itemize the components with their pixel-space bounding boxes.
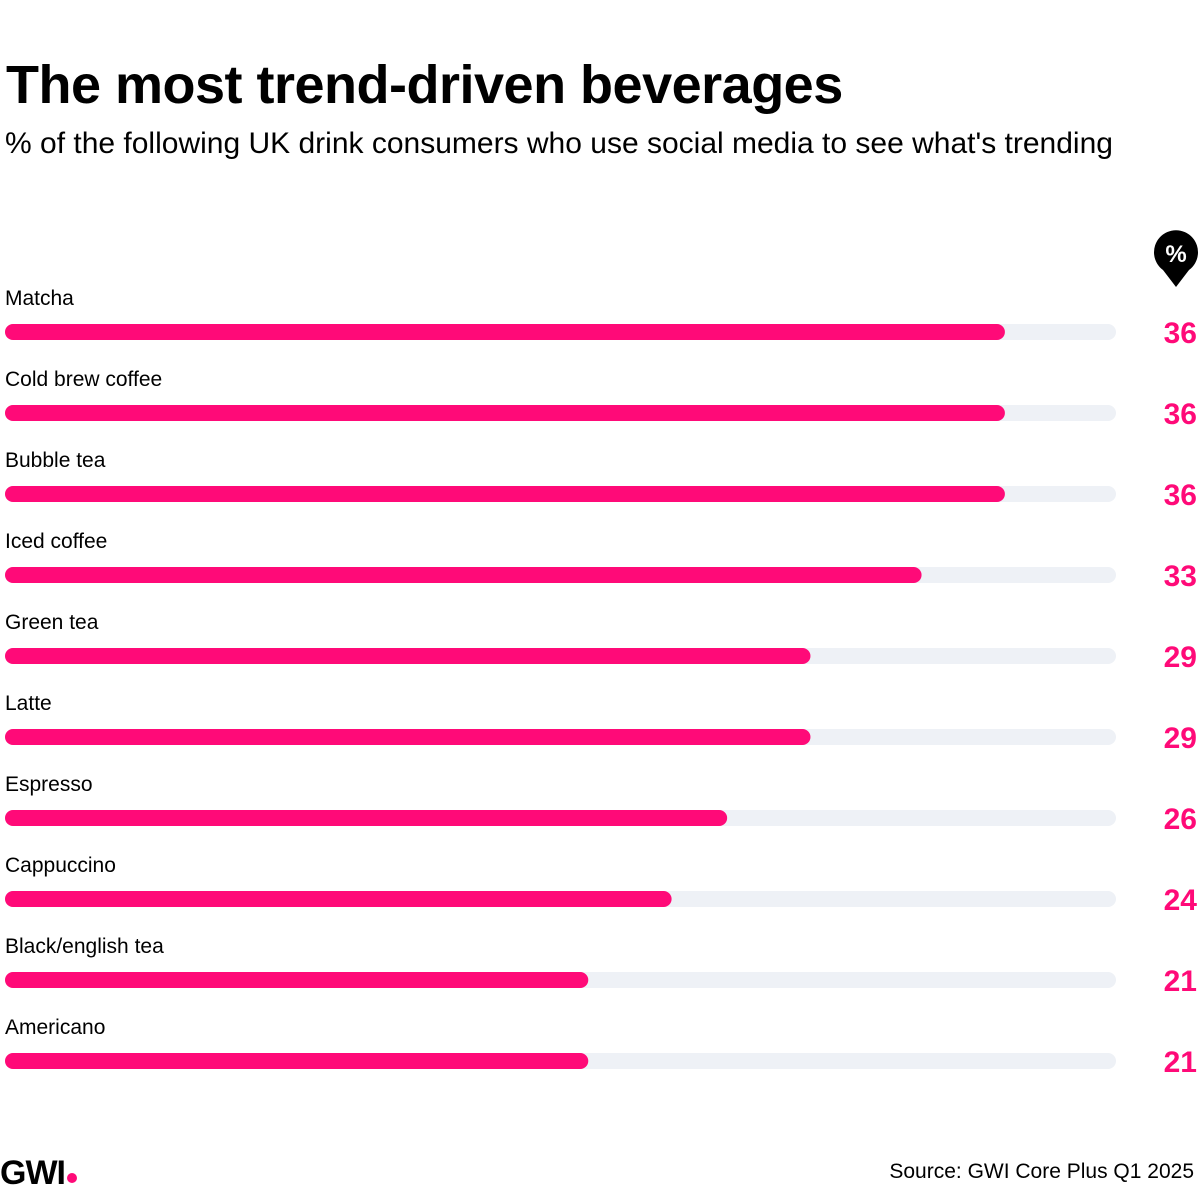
logo-text: GWI bbox=[0, 1154, 66, 1192]
value-label: 26 bbox=[1164, 803, 1197, 836]
value-label: 29 bbox=[1164, 641, 1197, 674]
percent-badge-label: % bbox=[1165, 241, 1186, 268]
percent-badge: % bbox=[1153, 229, 1199, 289]
value-label: 21 bbox=[1164, 965, 1197, 998]
category-label: Bubble tea bbox=[5, 449, 106, 472]
bar bbox=[5, 972, 589, 988]
value-label: 21 bbox=[1164, 1046, 1197, 1079]
value-label: 29 bbox=[1164, 722, 1197, 755]
bar bbox=[5, 324, 1005, 340]
chart-subtitle: % of the following UK drink consumers wh… bbox=[5, 127, 1113, 160]
bar bbox=[5, 648, 811, 664]
category-label: Espresso bbox=[5, 773, 93, 796]
bar bbox=[5, 1053, 589, 1069]
bar bbox=[5, 567, 922, 583]
category-label: Black/english tea bbox=[5, 935, 164, 958]
category-label: Green tea bbox=[5, 611, 99, 634]
category-label: Matcha bbox=[5, 287, 74, 310]
category-label: Cold brew coffee bbox=[5, 368, 162, 391]
value-label: 36 bbox=[1164, 317, 1197, 350]
bar bbox=[5, 405, 1005, 421]
bar bbox=[5, 729, 811, 745]
percent-pin-icon: % bbox=[1154, 230, 1198, 287]
bar-chart: Matcha 36 Cold brew coffee 36 Bubble tea 36 Ic… bbox=[5, 287, 1198, 1079]
category-label: Cappuccino bbox=[5, 854, 116, 877]
category-label: Americano bbox=[5, 1016, 105, 1039]
bar bbox=[5, 486, 1005, 502]
bar bbox=[5, 810, 728, 826]
value-label: 36 bbox=[1164, 479, 1197, 512]
value-label: 24 bbox=[1164, 884, 1198, 917]
gwi-logo: GWI bbox=[0, 1151, 77, 1195]
logo-dot bbox=[66, 1173, 77, 1183]
value-label: 36 bbox=[1164, 398, 1197, 431]
bar bbox=[5, 891, 672, 907]
category-label: Latte bbox=[5, 692, 52, 715]
source-note: Source: GWI Core Plus Q1 2025 bbox=[889, 1160, 1194, 1183]
category-label: Iced coffee bbox=[5, 530, 107, 553]
chart-title: The most trend-driven beverages bbox=[6, 55, 843, 115]
value-label: 33 bbox=[1164, 560, 1197, 593]
